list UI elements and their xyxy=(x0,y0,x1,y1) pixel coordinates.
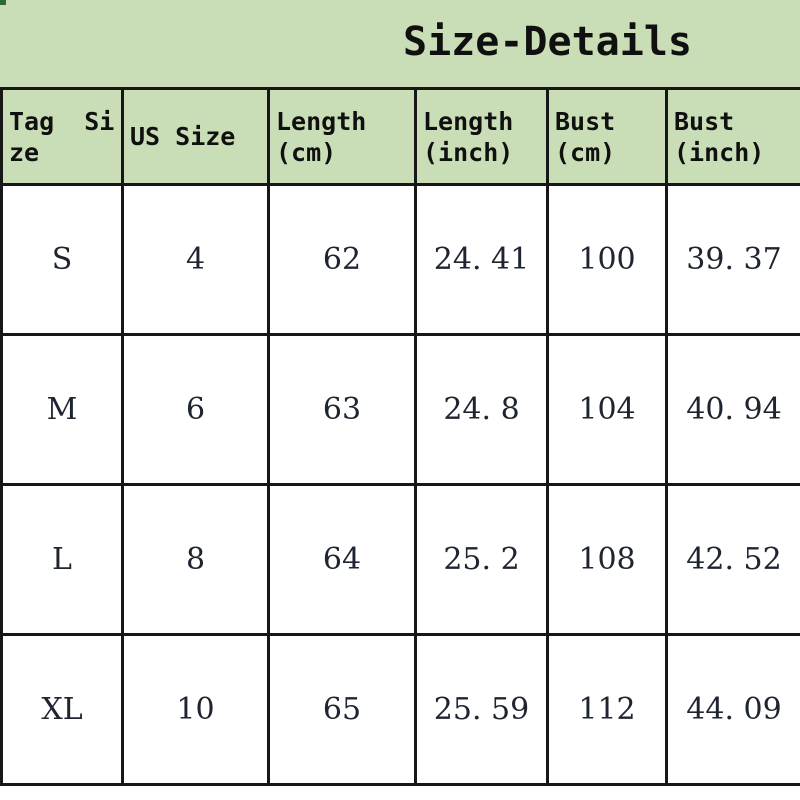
size-table: Tag Si ze US Size Length (cm) Length (in… xyxy=(0,87,800,786)
cell-bust-cm: 104 xyxy=(546,333,668,486)
table-row-s: S 4 62 24. 41 100 39. 37 xyxy=(0,183,800,336)
cell-us-size: 6 xyxy=(121,333,270,486)
cell-length-inch: 24. 41 xyxy=(414,183,549,336)
cell-us-size: 4 xyxy=(121,183,270,336)
cell-length-cm: 62 xyxy=(267,183,417,336)
cell-bust-cm: 112 xyxy=(546,633,668,786)
corner-artifact xyxy=(0,0,6,5)
cell-length-cm: 63 xyxy=(267,333,417,486)
table-row-l: L 8 64 25. 2 108 42. 52 xyxy=(0,483,800,636)
cell-tag-size: M xyxy=(0,333,124,486)
col-header-length-inch: Length (inch) xyxy=(414,87,549,186)
table-row-xl: XL 10 65 25. 59 112 44. 09 xyxy=(0,633,800,786)
cell-us-size: 8 xyxy=(121,483,270,636)
col-header-tag-size: Tag Si ze xyxy=(0,87,124,186)
cell-length-cm: 65 xyxy=(267,633,417,786)
col-header-us-size: US Size xyxy=(121,87,270,186)
cell-bust-cm: 100 xyxy=(546,183,668,336)
cell-length-inch: 25. 59 xyxy=(414,633,549,786)
header-row: Tag Si ze US Size Length (cm) Length (in… xyxy=(0,87,800,186)
cell-bust-inch: 39. 37 xyxy=(665,183,800,336)
cell-tag-size: XL xyxy=(0,633,124,786)
cell-bust-inch: 44. 09 xyxy=(665,633,800,786)
col-header-length-cm: Length (cm) xyxy=(267,87,417,186)
cell-tag-size: S xyxy=(0,183,124,336)
cell-length-cm: 64 xyxy=(267,483,417,636)
title-banner: Size-Details xyxy=(0,0,800,87)
page-title: Size-Details xyxy=(403,19,692,65)
cell-bust-cm: 108 xyxy=(546,483,668,636)
cell-length-inch: 25. 2 xyxy=(414,483,549,636)
cell-length-inch: 24. 8 xyxy=(414,333,549,486)
cell-bust-inch: 42. 52 xyxy=(665,483,800,636)
cell-tag-size: L xyxy=(0,483,124,636)
cell-bust-inch: 40. 94 xyxy=(665,333,800,486)
col-header-bust-cm: Bust (cm) xyxy=(546,87,668,186)
cell-us-size: 10 xyxy=(121,633,270,786)
col-header-bust-inch: Bust (inch) xyxy=(665,87,800,186)
table-row-m: M 6 63 24. 8 104 40. 94 xyxy=(0,333,800,486)
